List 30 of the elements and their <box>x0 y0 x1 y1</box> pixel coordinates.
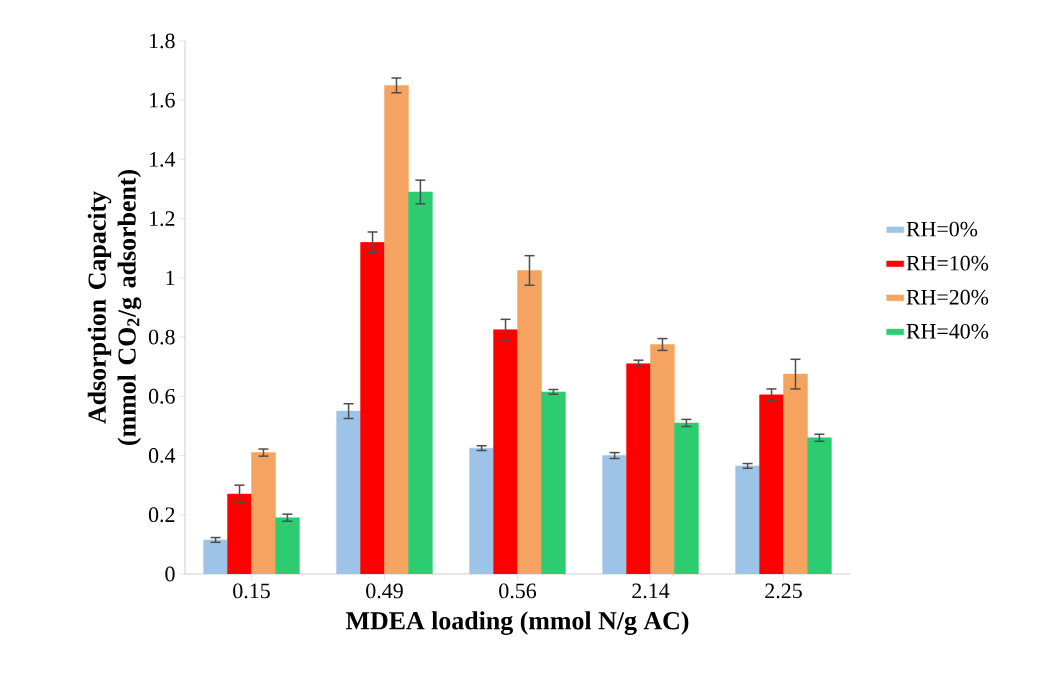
bar <box>493 329 518 574</box>
legend-label: RH=40% <box>906 323 989 339</box>
bar <box>626 363 651 574</box>
bar <box>227 493 252 574</box>
legend-label: RH=0% <box>906 221 978 237</box>
y-tick-label: 1.4 <box>150 152 176 167</box>
y-tick-label: 0.4 <box>148 448 176 463</box>
y-tick-label: 1 <box>166 270 175 286</box>
bar <box>384 85 409 574</box>
legend-label: RH=10% <box>906 255 989 271</box>
bar <box>783 373 808 574</box>
x-tick-label: 2.14 <box>632 583 670 599</box>
x-tick-label: 0.49 <box>366 583 403 599</box>
x-tick-label: 0.15 <box>233 583 270 599</box>
x-tick-label: 2.25 <box>765 583 802 599</box>
bar <box>251 452 276 574</box>
y-tick-label: 1.2 <box>150 211 175 227</box>
y-tick-label: 0.6 <box>148 388 175 404</box>
bar <box>650 344 675 574</box>
bar <box>759 394 784 574</box>
y-tick-label: 0 <box>165 566 175 582</box>
legend-label: RH=20% <box>906 289 989 305</box>
y-tick-label: 1.8 <box>150 33 175 49</box>
y-tick-label: 1.6 <box>150 92 175 108</box>
y-tick-label: 0.2 <box>148 507 175 523</box>
y-tick-label: 0.8 <box>148 329 175 345</box>
bar <box>360 242 385 574</box>
x-axis-title: MDEA loading (mmol N/g AC) <box>345 611 689 635</box>
bar <box>517 270 542 574</box>
x-tick-label: 0.56 <box>499 583 537 599</box>
